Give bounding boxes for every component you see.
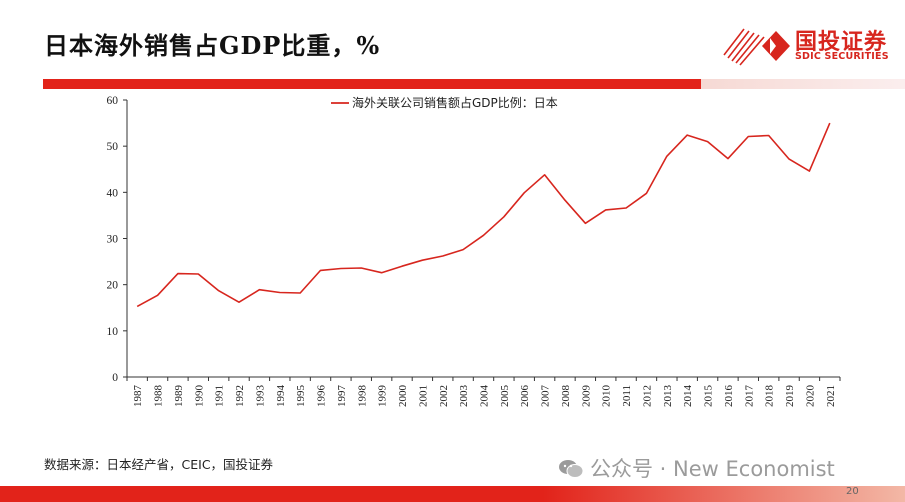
x-tick-label: 2002 [438, 385, 450, 407]
x-tick-label: 2009 [580, 385, 592, 408]
y-tick-label: 40 [107, 187, 119, 199]
source-note: 数据来源：日本经产省，CEIC，国投证券 [44, 457, 274, 472]
x-tick-label: 1989 [173, 385, 185, 408]
x-tick-label: 2021 [825, 385, 837, 407]
logo-subtext: SDIC SECURITIES [795, 51, 889, 62]
y-tick-label: 10 [107, 326, 119, 338]
x-tick-label: 1996 [316, 385, 328, 408]
line-chart: 0 10 20 30 40 50 60 1987 1988 1989 1990 1991 1992 199… [107, 95, 841, 408]
page-title: 日本海外销售占GDP比重，% [44, 31, 381, 60]
x-tick-label: 2007 [540, 385, 552, 408]
x-tick-label: 2003 [458, 385, 470, 408]
y-tick-label: 20 [107, 280, 119, 292]
x-tick-label: 1998 [356, 385, 368, 408]
x-tick-label: 2013 [662, 385, 674, 408]
y-tick-label: 60 [107, 95, 119, 107]
x-tick-label: 1987 [132, 385, 144, 408]
x-tick-label: 1994 [275, 385, 287, 408]
series-line [136, 122, 831, 308]
y-tick-label: 30 [107, 234, 119, 246]
y-tick-label: 0 [112, 372, 118, 384]
x-tick-label: 1993 [254, 385, 266, 408]
x-tick-label: 2010 [601, 385, 613, 408]
x-tick-label: 2005 [499, 385, 511, 408]
x-tick-label: 2014 [682, 385, 694, 408]
x-tick-label: 2001 [417, 385, 429, 407]
x-tick-label: 2017 [743, 385, 755, 408]
header-rule [43, 79, 701, 89]
x-tick-label: 2008 [560, 385, 572, 408]
footer-bar [0, 486, 905, 502]
sdic-logo-icon [723, 28, 790, 66]
header-rule-fade [701, 79, 905, 89]
x-tick-label: 1995 [295, 385, 307, 408]
x-tick-label: 2004 [479, 385, 491, 408]
watermark: 公众号 · New Economist [558, 453, 835, 483]
x-tick-label: 1990 [193, 385, 205, 408]
x-tick-label: 1992 [234, 385, 246, 407]
x-tick-label: 1999 [377, 385, 389, 408]
wechat-icon [559, 460, 584, 478]
x-tick-label: 2015 [703, 385, 715, 408]
x-tick-label: 2006 [519, 385, 531, 408]
x-tick-label: 1988 [153, 385, 165, 408]
y-tick-label: 50 [107, 141, 119, 153]
x-tick-label: 2019 [784, 385, 796, 408]
legend-label: 海外关联公司销售额占GDP比例：日本 [352, 95, 558, 110]
watermark-text: 公众号 · New Economist [590, 457, 835, 481]
x-tick-label: 1997 [336, 385, 348, 408]
x-tick-label: 1991 [214, 385, 226, 407]
x-tick-label: 2012 [641, 385, 653, 407]
x-tick-label: 2018 [764, 385, 776, 408]
x-tick-label: 2000 [397, 385, 409, 408]
logo-text: 国投证券 [795, 30, 888, 55]
x-tick-label: 2020 [804, 385, 816, 408]
x-tick-label: 2011 [621, 385, 633, 407]
x-tick-label: 2016 [723, 385, 735, 408]
page-number: 20 [846, 486, 859, 497]
